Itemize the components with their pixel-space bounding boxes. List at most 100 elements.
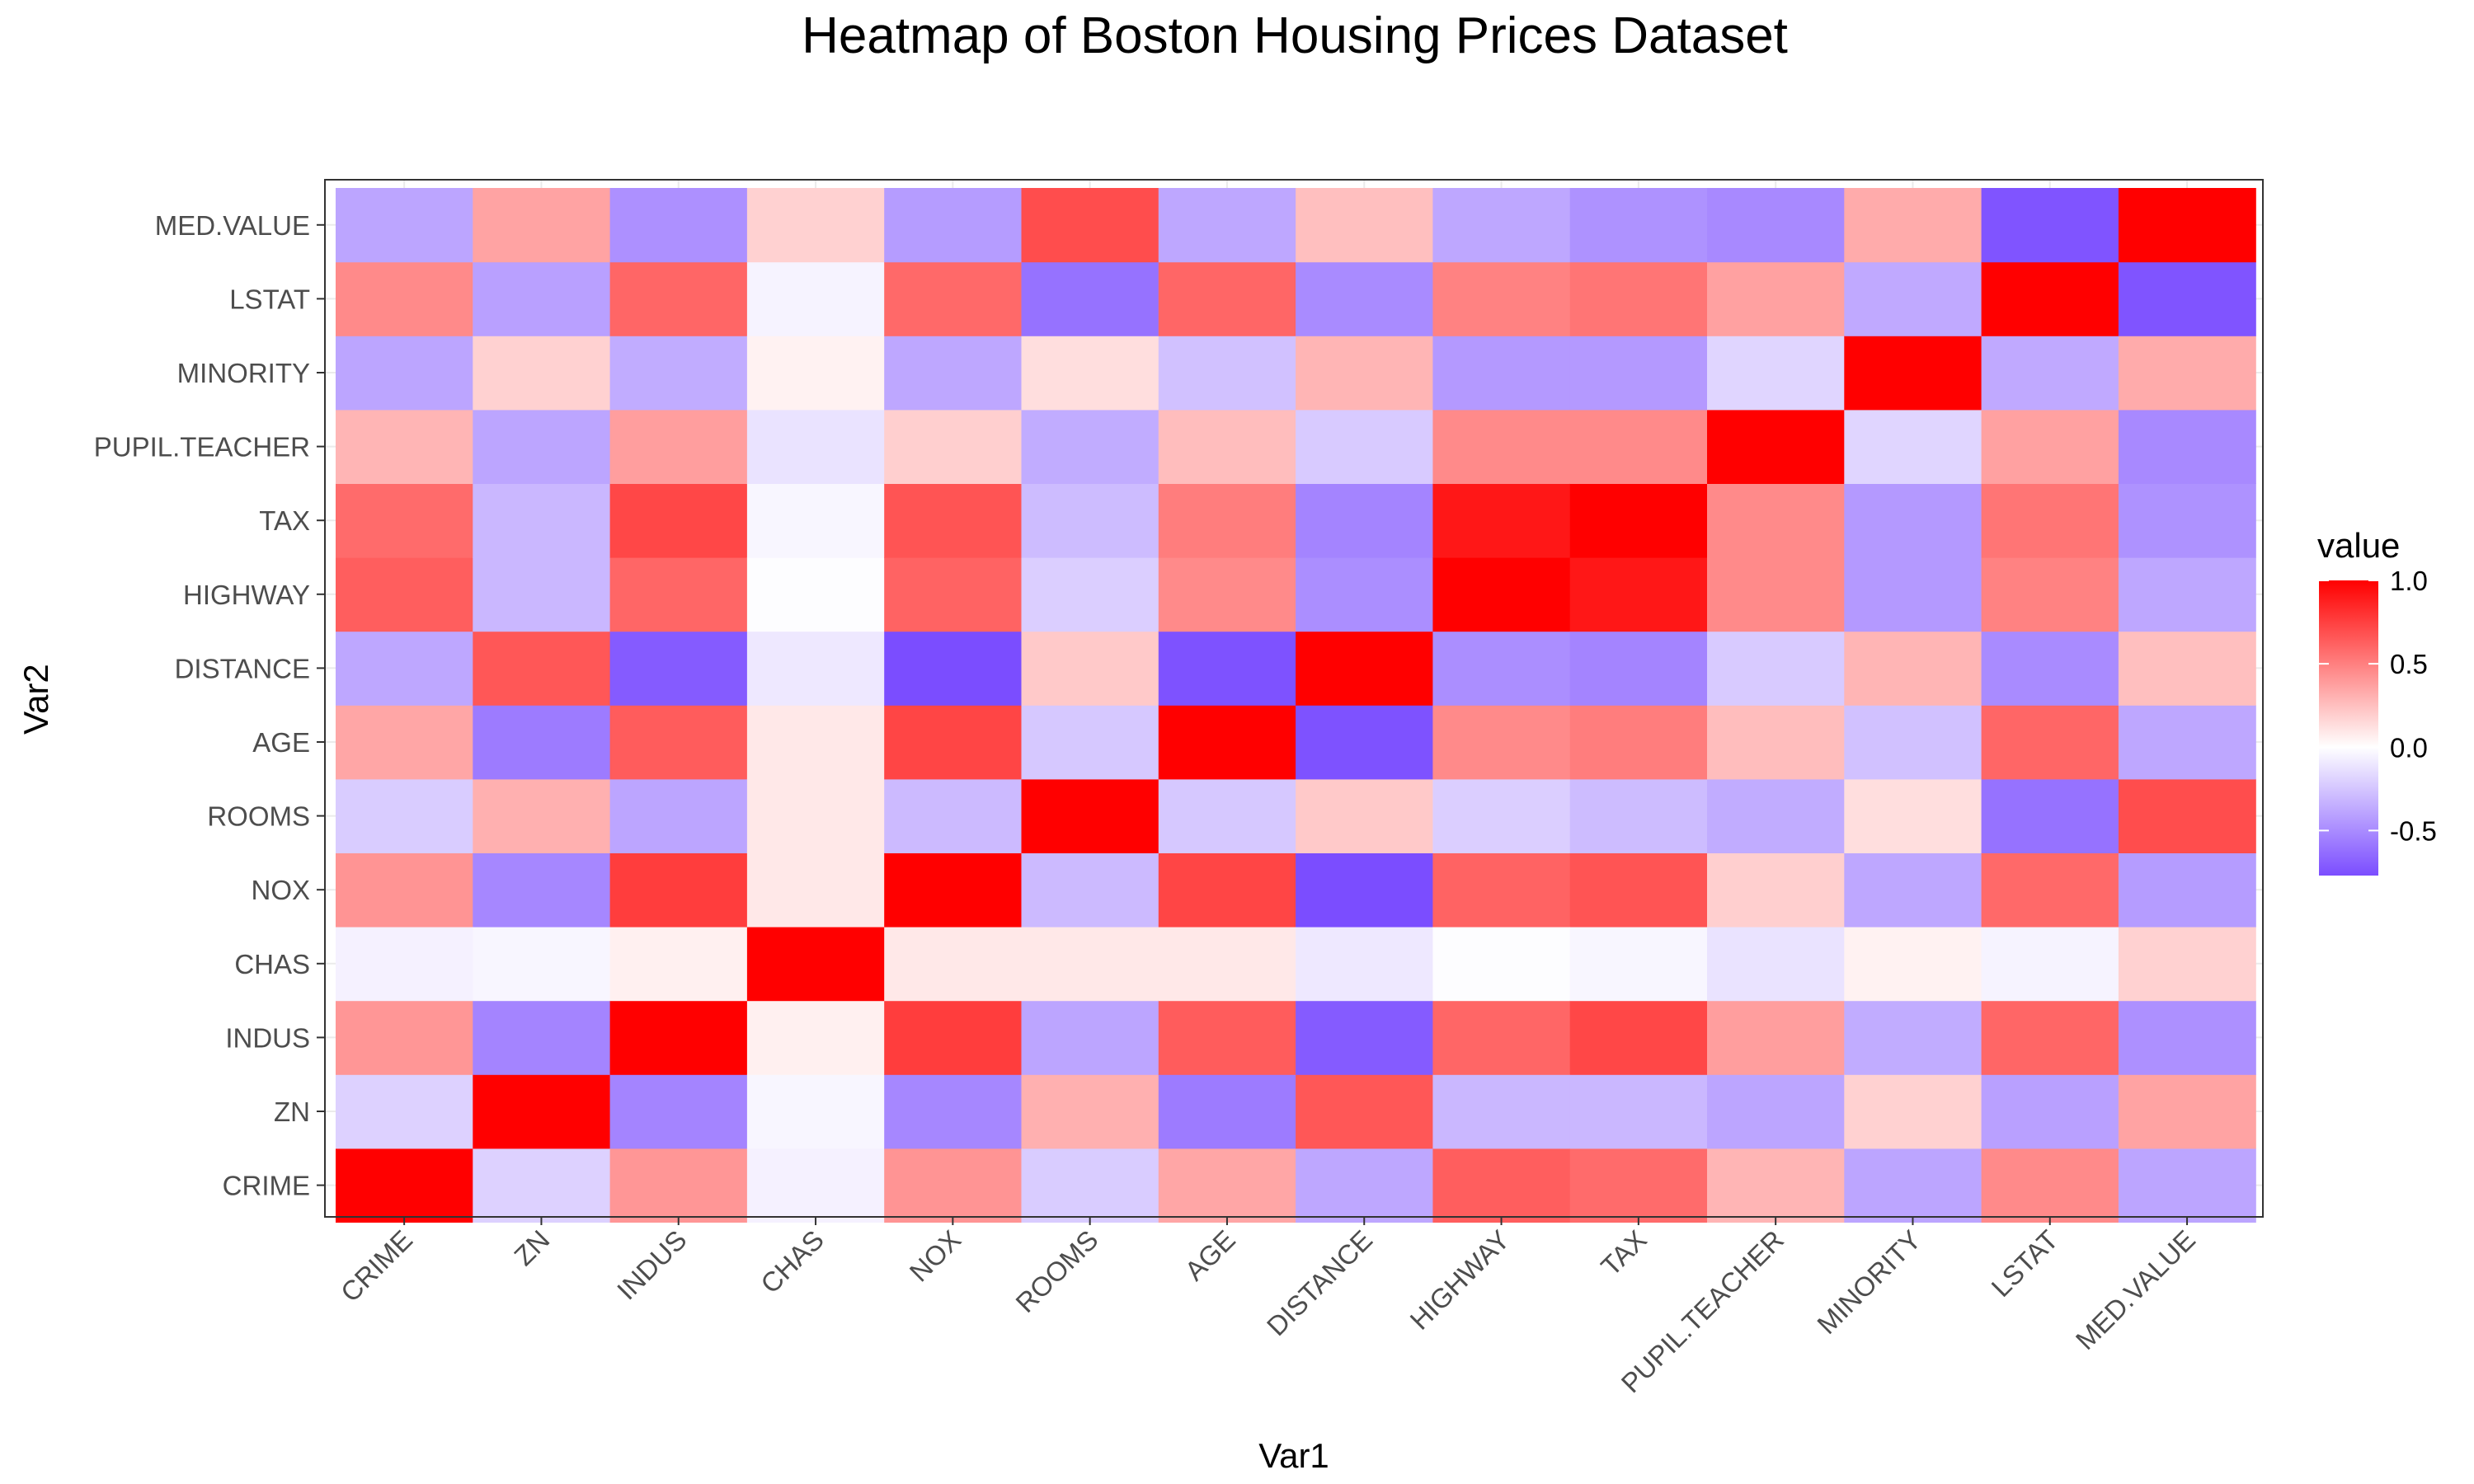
heatmap-cell-chas-chas (746, 927, 885, 1002)
heatmap-cell-indus-lstat (609, 261, 748, 336)
heatmap-cell-crime-nox (336, 852, 473, 928)
heatmap-cell-lstat-pupil-teacher (1981, 409, 2119, 484)
heatmap-cell-distance-pupil-teacher (1296, 409, 1433, 484)
heatmap-cell-indus-crime (609, 1148, 748, 1223)
heatmap-cell-indus-pupil-teacher (609, 409, 748, 484)
y-tick-label: INDUS (225, 1022, 310, 1053)
heatmap-cell-age-age (1158, 705, 1296, 780)
heatmap-cell-pupil-teacher-distance (1707, 631, 1845, 706)
heatmap-cell-zn-crime (473, 1148, 611, 1223)
heatmap-cell-chas-indus (746, 1000, 885, 1075)
heatmap-cell-chas-pupil-teacher (746, 409, 885, 484)
x-tick-label: MED.VALUE (2070, 1224, 2201, 1355)
heatmap-cell-indus-age (609, 705, 748, 780)
heatmap-cell-lstat-distance (1981, 631, 2119, 706)
heatmap-cell-tax-indus (1569, 1000, 1708, 1075)
y-axis: CRIME ZN INDUS CHAS NOX ROOMS AGE DISTANCE HIGHW… (94, 210, 325, 1201)
heatmap-cell-age-zn (1158, 1074, 1296, 1149)
heatmap-cell-minority-age (1844, 705, 1982, 780)
heatmap-cell-distance-distance (1296, 631, 1433, 706)
heatmap-cell-minority-nox (1844, 852, 1982, 928)
heatmap-cell-crime-distance (336, 631, 473, 706)
heatmap-cell-chas-highway (746, 557, 885, 632)
heatmap-cell-minority-tax (1844, 483, 1982, 558)
heatmap-cell-lstat-zn (1981, 1074, 2119, 1149)
heatmap-cell-chas-tax (746, 483, 885, 558)
heatmap-cell-tax-distance (1569, 631, 1708, 706)
heatmap-cell-nox-pupil-teacher (884, 409, 1023, 484)
heatmap-cell-med-value-zn (2118, 1074, 2256, 1149)
heatmap-cell-minority-crime (1844, 1148, 1982, 1223)
heatmap-cell-pupil-teacher-chas (1707, 927, 1845, 1002)
heatmap-cell-pupil-teacher-nox (1707, 852, 1845, 928)
heatmap-cell-indus-indus (609, 1000, 748, 1075)
heatmap-cell-highway-minority (1432, 336, 1571, 411)
x-tick-label: MINORITY (1811, 1224, 1926, 1340)
heatmap-cell-distance-rooms (1296, 778, 1433, 853)
heatmap-cell-crime-zn (336, 1074, 473, 1149)
x-tick-label: LSTAT (1985, 1224, 2063, 1303)
heatmap-cell-nox-tax (884, 483, 1023, 558)
heatmap-cell-zn-pupil-teacher (473, 409, 611, 484)
heatmap-cell-rooms-highway (1021, 557, 1159, 632)
heatmap-cell-lstat-lstat (1981, 261, 2119, 336)
heatmap-cell-crime-highway (336, 557, 473, 632)
x-tick-label: CRIME (335, 1224, 418, 1308)
heatmap-cell-chas-distance (746, 631, 885, 706)
chart-title: Heatmap of Boston Housing Prices Dataset (802, 7, 1788, 64)
heatmap-cell-indus-zn (609, 1074, 748, 1149)
heatmap-cell-zn-chas (473, 927, 611, 1002)
legend: value 1.0 0.5 0.0 -0.5 (2317, 526, 2437, 876)
heatmap-cell-tax-tax (1569, 483, 1708, 558)
heatmap-cell-nox-highway (884, 557, 1023, 632)
heatmap-cell-zn-lstat (473, 261, 611, 336)
heatmap-cell-pupil-teacher-minority (1707, 336, 1845, 411)
legend-tick-label: 0.0 (2390, 732, 2428, 763)
heatmap-cell-age-minority (1158, 336, 1296, 411)
heatmap-cell-distance-zn (1296, 1074, 1433, 1149)
heatmap-cell-zn-tax (473, 483, 611, 558)
heatmap-cell-minority-chas (1844, 927, 1982, 1002)
heatmap-cell-nox-med-value (884, 188, 1023, 263)
y-tick-label: ROOMS (207, 801, 310, 832)
heatmap-cell-highway-chas (1432, 927, 1571, 1002)
heatmap-cell-age-highway (1158, 557, 1296, 632)
heatmap-cell-distance-crime (1296, 1148, 1433, 1223)
heatmap-cell-chas-nox (746, 852, 885, 928)
heatmap-cell-age-med-value (1158, 188, 1296, 263)
heatmap-cell-highway-zn (1432, 1074, 1571, 1149)
heatmap-cell-med-value-chas (2118, 927, 2256, 1002)
heatmap-cell-lstat-indus (1981, 1000, 2119, 1075)
heatmap-cell-rooms-chas (1021, 927, 1159, 1002)
heatmap-cell-zn-distance (473, 631, 611, 706)
heatmap-cell-highway-lstat (1432, 261, 1571, 336)
heatmap-cell-rooms-indus (1021, 1000, 1159, 1075)
legend-colorbar (2319, 580, 2378, 876)
heatmap-cell-crime-crime (336, 1148, 473, 1223)
heatmap-cell-tax-med-value (1569, 188, 1708, 263)
heatmap-cell-nox-distance (884, 631, 1023, 706)
heatmap-cell-med-value-highway (2118, 557, 2256, 632)
y-tick-label: TAX (259, 505, 310, 536)
heatmap-cell-highway-pupil-teacher (1432, 409, 1571, 484)
heatmap-cell-med-value-minority (2118, 336, 2256, 411)
heatmap-cell-minority-highway (1844, 557, 1982, 632)
heatmap-cell-nox-minority (884, 336, 1023, 411)
heatmap-cell-rooms-pupil-teacher (1021, 409, 1159, 484)
heatmap-cell-highway-crime (1432, 1148, 1571, 1223)
heatmap-cell-rooms-rooms (1021, 778, 1159, 853)
x-tick-label: INDUS (611, 1224, 693, 1306)
heatmap-cell-age-rooms (1158, 778, 1296, 853)
heatmap-cell-nox-chas (884, 927, 1023, 1002)
heatmap-cell-indus-distance (609, 631, 748, 706)
heatmap-cell-indus-minority (609, 336, 748, 411)
heatmap-cell-highway-nox (1432, 852, 1571, 928)
x-tick-label: HIGHWAY (1404, 1224, 1515, 1336)
heatmap-cell-nox-rooms (884, 778, 1023, 853)
heatmap-cell-crime-chas (336, 927, 473, 1002)
heatmap-cell-lstat-nox (1981, 852, 2119, 928)
heatmap-cell-med-value-nox (2118, 852, 2256, 928)
heatmap-cell-lstat-age (1981, 705, 2119, 780)
heatmap-cell-chas-rooms (746, 778, 885, 853)
heatmap-cell-pupil-teacher-indus (1707, 1000, 1845, 1075)
